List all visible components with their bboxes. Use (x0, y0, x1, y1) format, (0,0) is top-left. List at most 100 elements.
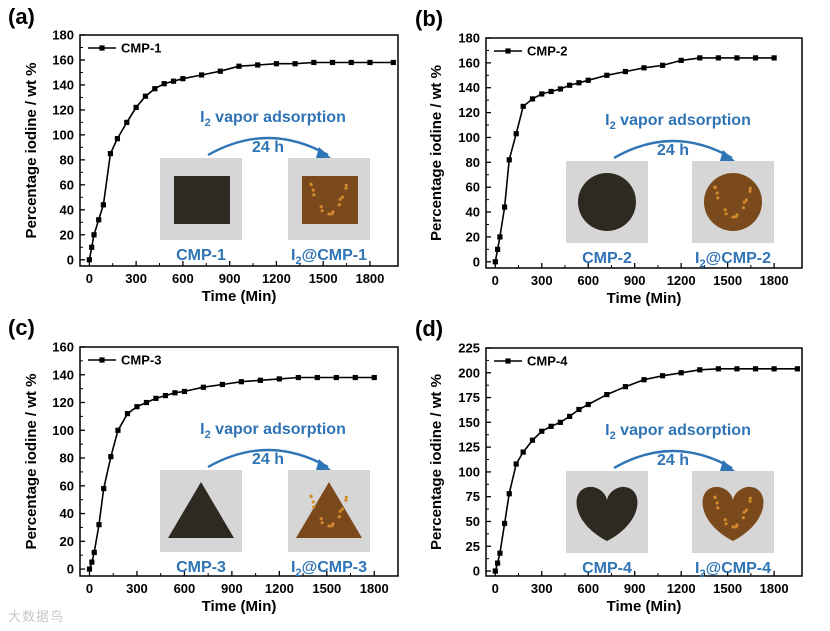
y-tick-label: 200 (458, 365, 480, 380)
iodine-speck (337, 203, 341, 207)
x-tick-label: 900 (219, 271, 241, 286)
y-tick-label: 180 (52, 28, 74, 43)
iodine-speck (330, 524, 334, 528)
x-tick-label: 900 (221, 581, 243, 596)
data-point (89, 559, 95, 565)
data-point (492, 259, 498, 265)
y-tick-label: 140 (52, 77, 74, 92)
iodine-speck (716, 196, 720, 200)
data-point (86, 257, 92, 263)
x-axis-label: Time (Min) (607, 598, 682, 615)
iodine-speck (330, 212, 334, 216)
data-point (771, 55, 777, 61)
data-point (678, 57, 684, 63)
data-point (641, 65, 647, 71)
duration-label: 24 h (252, 139, 284, 156)
x-tick-label: 1800 (360, 581, 389, 596)
data-point (91, 232, 97, 238)
data-point (501, 520, 508, 527)
panel-label: (a) (8, 4, 35, 29)
iodine-speck (741, 206, 746, 210)
data-point (276, 376, 282, 382)
x-tick-label: 0 (86, 581, 93, 596)
data-point (314, 374, 320, 381)
iodine-speck (311, 500, 315, 504)
data-point (501, 204, 508, 210)
y-axis-label: Percentage iodine / wt % (428, 65, 445, 241)
iodine-speck (327, 524, 331, 528)
arrow-head-icon (720, 150, 735, 161)
data-point (497, 234, 503, 240)
iodine-speck (742, 200, 746, 204)
data-point (771, 366, 777, 372)
y-tick-label: 80 (60, 451, 74, 466)
chart-panel-4: (d) 0 300 600 900 1200 1500 1800 0 25 50 75 100 125 15… (415, 316, 803, 615)
data-point (295, 374, 301, 381)
adsorption-arrow (207, 448, 329, 469)
data-point (520, 449, 526, 455)
data-point (257, 377, 263, 383)
data-point (124, 119, 130, 126)
y-tick-label: 80 (60, 152, 74, 167)
adsorption-arrow (207, 136, 329, 157)
data-point (529, 437, 536, 443)
sample-photo: CMP-4 (566, 471, 648, 577)
x-tick-label: 600 (172, 271, 194, 286)
y-tick-label: 0 (67, 562, 74, 577)
y-tick-label: 80 (466, 155, 480, 170)
data-point (273, 61, 280, 67)
legend-label: CMP-3 (121, 353, 161, 368)
data-point (622, 384, 629, 390)
sample-photo: CMP-3 (160, 470, 242, 576)
data-point (548, 423, 554, 429)
iodine-speck (337, 515, 341, 519)
x-tick-label: 1800 (760, 273, 789, 288)
data-point (622, 68, 629, 75)
data-point (576, 406, 582, 413)
plot-frame (79, 346, 399, 577)
sample-photo: I2@CMP-1 (288, 158, 370, 267)
data-point (124, 411, 131, 417)
data-point (495, 246, 501, 252)
x-tick-label: 1200 (667, 581, 696, 596)
x-tick-label: 1200 (262, 271, 291, 286)
photo-label: CMP-1 (176, 247, 226, 264)
arrow-head-icon (316, 459, 331, 470)
sample-triangle-icon (296, 482, 362, 538)
photo-label: CMP-3 (176, 559, 226, 576)
y-tick-label: 20 (60, 227, 74, 242)
data-point (548, 88, 554, 95)
data-point (292, 61, 298, 67)
data-point (86, 566, 93, 572)
data-point (513, 461, 519, 467)
y-tick-label: 100 (458, 130, 480, 145)
iodine-speck (731, 215, 735, 219)
iodine-speck (309, 494, 313, 498)
data-point (162, 392, 169, 399)
data-point (506, 491, 512, 497)
data-point (585, 401, 591, 408)
y-tick-label: 0 (67, 252, 74, 267)
sample-triangle-icon (168, 482, 234, 538)
y-tick-label: 120 (458, 105, 480, 120)
iodine-speck (748, 189, 752, 193)
photo-label: I2@CMP-4 (695, 560, 771, 580)
panel-label: (d) (415, 316, 443, 341)
iodine-speck (338, 509, 342, 513)
y-tick-label: 50 (466, 514, 480, 529)
photo-label: CMP-4 (582, 560, 632, 577)
data-point (506, 157, 512, 163)
data-point (348, 59, 354, 66)
data-point (567, 413, 573, 419)
data-point (352, 374, 358, 381)
x-tick-label: 1200 (667, 273, 696, 288)
x-tick-label: 1800 (355, 271, 384, 286)
iodine-speck (742, 510, 746, 514)
data-point (152, 86, 158, 92)
data-point (153, 395, 159, 401)
sample-heart-icon (702, 486, 764, 541)
chart-panel-2: (b) 0 300 600 900 1200 1500 1800 0 20 40 60 80 100 120… (415, 6, 803, 307)
y-tick-label: 40 (60, 202, 74, 217)
sample-photo: CMP-2 (566, 161, 648, 267)
